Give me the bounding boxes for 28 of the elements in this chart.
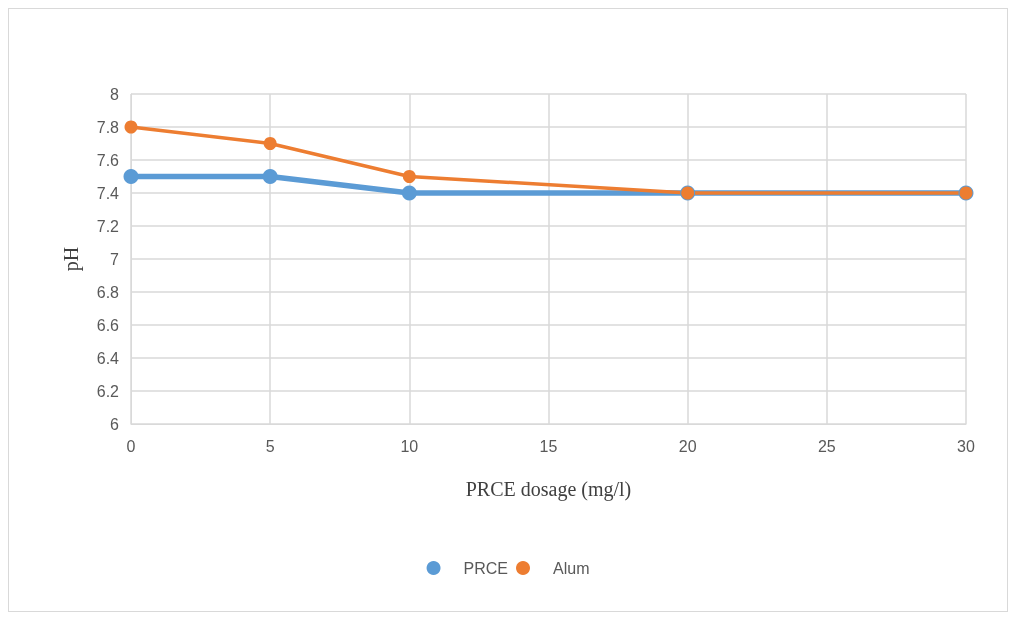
- point: [402, 170, 416, 183]
- point: [262, 169, 278, 184]
- y-tick-label: 7: [110, 250, 120, 268]
- y-axis-title: pH: [60, 246, 83, 272]
- y-tick-label: 6: [110, 415, 120, 433]
- y-tick-label: 6.4: [96, 349, 120, 367]
- y-tick-label: 6.2: [96, 382, 120, 400]
- legend-label: Alum: [553, 559, 590, 577]
- x-tick-label: 5: [265, 437, 275, 455]
- x-axis-title: PRCE dosage (mg/l): [465, 478, 632, 501]
- x-tick-label: 15: [539, 437, 558, 455]
- y-tick-label: 8: [110, 85, 120, 103]
- point: [123, 169, 139, 184]
- y-tick-label: 7.2: [96, 217, 120, 235]
- x-tick-label: 0: [126, 437, 136, 455]
- point: [124, 120, 138, 134]
- x-tick-label: 10: [400, 437, 419, 455]
- point: [263, 137, 277, 150]
- y-tick-label: 7.8: [96, 118, 120, 136]
- x-tick-label: 30: [957, 437, 975, 455]
- x-tick-label: 20: [678, 437, 697, 455]
- y-tick-label: 6.6: [96, 316, 120, 334]
- x-tick-label: 25: [817, 437, 836, 455]
- legend-label: PRCE: [463, 559, 508, 577]
- y-tick-label: 7.6: [96, 151, 120, 169]
- point: [401, 185, 417, 201]
- y-tick-label: 6.8: [96, 283, 120, 301]
- y-tick-label: 7.4: [96, 184, 120, 202]
